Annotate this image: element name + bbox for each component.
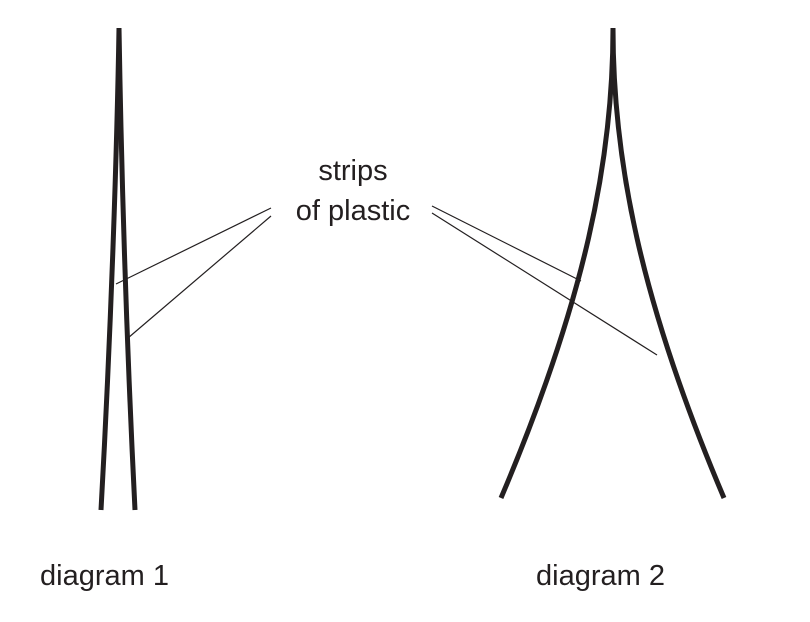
caption-diagram-1: diagram 1 bbox=[40, 560, 169, 592]
diagram-1-strips bbox=[98, 27, 138, 511]
callout-leader-lines bbox=[115, 205, 658, 356]
leader-line-d1-lower bbox=[127, 215, 272, 339]
callout-label-line-2: of plastic bbox=[295, 195, 411, 227]
diagram-1-strip-left bbox=[98, 27, 122, 511]
callout-label: strips of plastic bbox=[268, 151, 438, 231]
diagram-2-strip-left bbox=[498, 27, 616, 499]
leader-line-d2-lower bbox=[431, 212, 658, 356]
callout-label-line-1: strips bbox=[318, 155, 388, 187]
diagram-2-strip-right bbox=[610, 27, 727, 499]
leader-line-d1-upper bbox=[115, 207, 272, 285]
leader-line-d2-upper bbox=[431, 205, 582, 282]
diagram-1-strip-right bbox=[116, 27, 138, 511]
caption-diagram-2: diagram 2 bbox=[536, 560, 665, 592]
diagram-2-strips bbox=[498, 27, 727, 499]
